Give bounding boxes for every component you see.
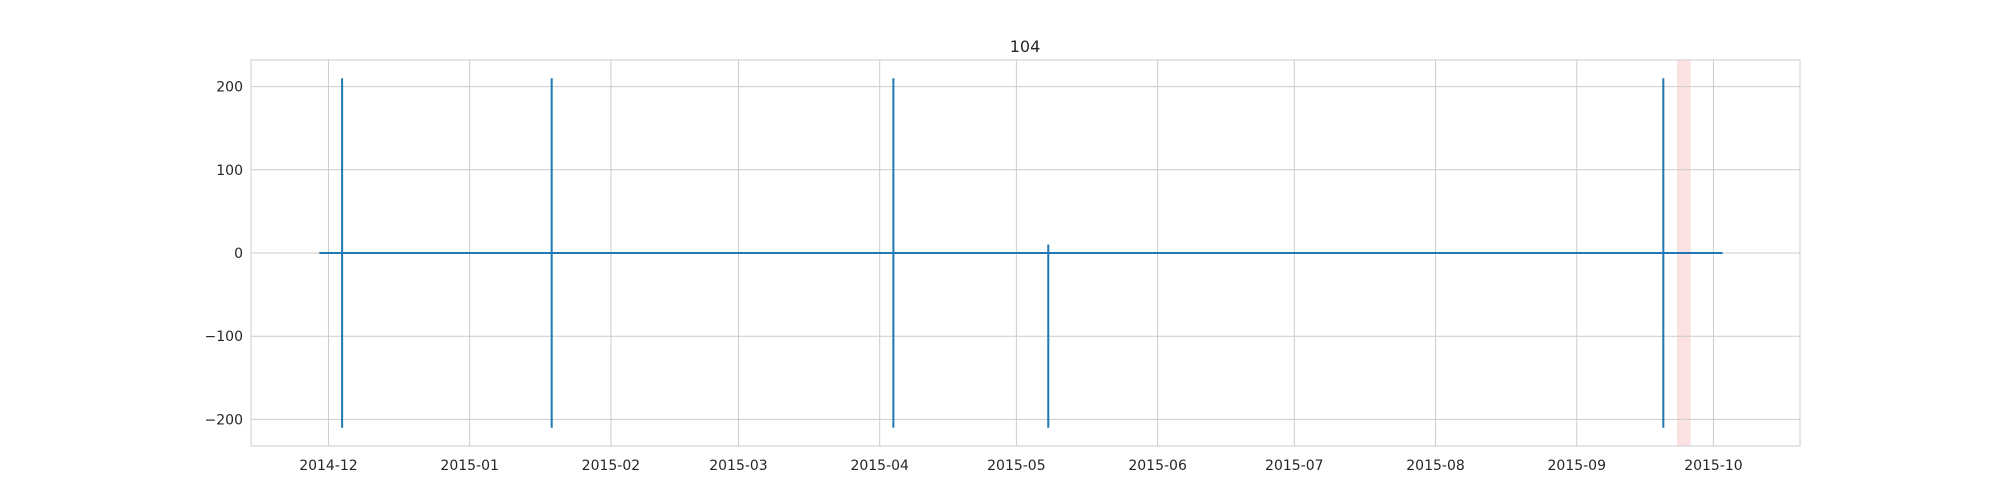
y-tick-label: 200 — [216, 80, 243, 96]
x-tick-label: 2015-07 — [1265, 458, 1324, 474]
y-tick-label: 100 — [216, 163, 243, 179]
y-tick-labels: 200 100 0 −100 −200 — [205, 80, 243, 429]
x-tick-label: 2015-06 — [1128, 458, 1187, 474]
x-tick-label: 2015-10 — [1684, 458, 1743, 474]
chart-title: 104 — [1010, 37, 1041, 56]
y-tick-label: 0 — [234, 246, 243, 262]
x-tick-label: 2015-03 — [709, 458, 768, 474]
x-tick-label: 2015-04 — [850, 458, 909, 474]
x-tick-label: 2015-01 — [440, 458, 499, 474]
x-tick-label: 2015-05 — [987, 458, 1046, 474]
x-tick-label: 2015-09 — [1548, 458, 1607, 474]
x-tick-label: 2015-08 — [1406, 458, 1465, 474]
y-tick-label: −100 — [205, 329, 243, 345]
series-line-0 — [319, 78, 1723, 428]
x-tick-labels: 2014-12 2015-01 2015-02 2015-03 2015-04 2015-… — [299, 458, 1742, 474]
x-tick-label: 2014-12 — [299, 458, 358, 474]
x-tick-label: 2015-02 — [582, 458, 641, 474]
y-tick-label: −200 — [205, 412, 243, 428]
series-layer — [319, 78, 1723, 428]
plot-frame — [250, 59, 1801, 447]
